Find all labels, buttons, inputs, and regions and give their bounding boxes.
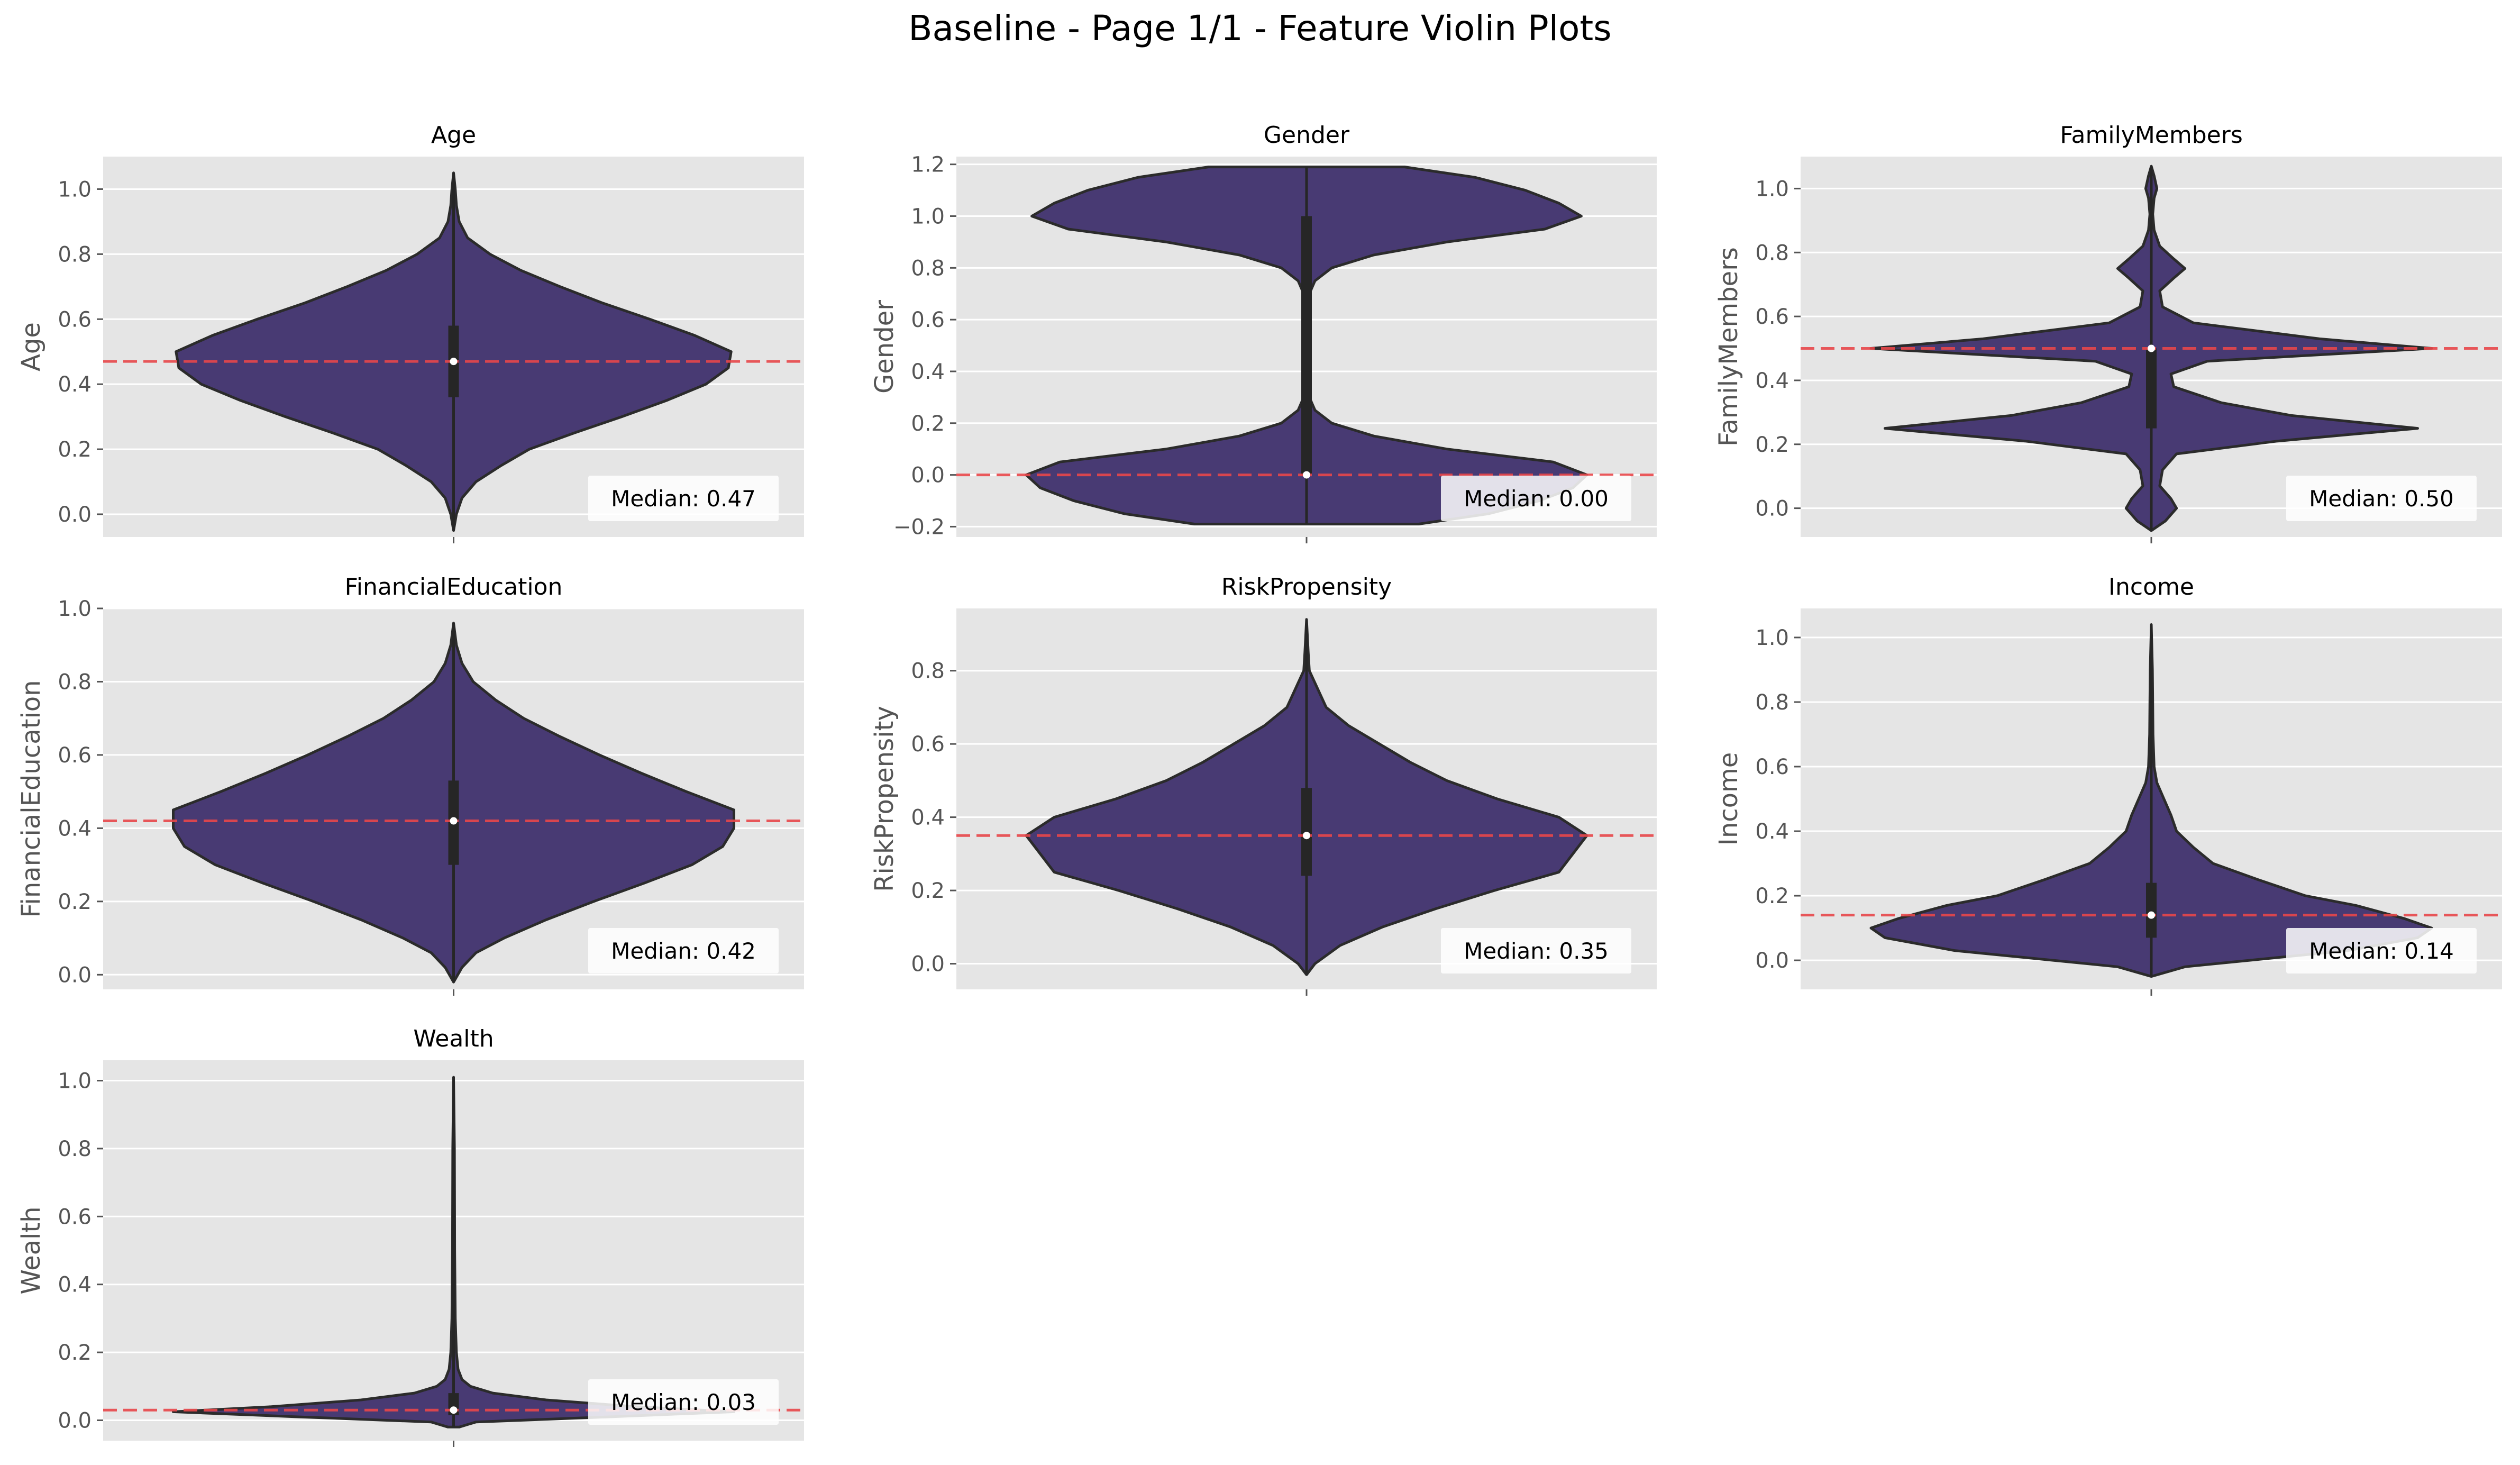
y-tick-label: 1.0 (58, 1069, 92, 1094)
panel-age: 0.0 0.2 0.4 0.6 0.8 1.0 Age Age Median: 0.47 (16, 122, 804, 543)
y-tick-label: 0.6 (1755, 305, 1789, 329)
median-dot (2148, 911, 2155, 919)
panel-title: FamilyMembers (2060, 122, 2243, 149)
panel-content (103, 171, 804, 532)
median-annotation-box (588, 476, 779, 521)
y-tick-label: 0.2 (58, 1341, 92, 1365)
y-tick-label: 0.2 (911, 412, 945, 436)
y-tick-label: 0.2 (1755, 433, 1789, 457)
median-annotation-box (588, 1379, 779, 1425)
median-annotation: Median: 0.42 (611, 938, 756, 964)
y-tick-label: 0.4 (58, 1273, 92, 1297)
y-tick-label: 1.0 (58, 177, 92, 202)
y-axis-label: FinancialEducation (16, 680, 46, 917)
panel-title: Wealth (413, 1025, 494, 1052)
panel-income: 0.0 0.2 0.4 0.6 0.8 1.0 Income Income Median: 0.… (1714, 574, 2502, 996)
y-tick-label: 0.2 (58, 890, 92, 914)
panel-gender: −0.2 0.0 0.2 0.4 0.6 0.8 1.0 1.2 Gender Gender Med… (870, 122, 1657, 543)
y-tick-label: 0.4 (911, 360, 945, 384)
panel-title: Age (431, 122, 476, 149)
y-tick-label: 0.6 (911, 732, 945, 757)
y-tick-label: 0.4 (1755, 369, 1789, 393)
y-tick-label: 1.0 (911, 204, 945, 229)
median-annotation-box (2286, 928, 2477, 973)
y-tick-label: 0.8 (58, 670, 92, 694)
median-annotation: Median: 0.03 (611, 1389, 756, 1415)
median-annotation: Median: 0.35 (1464, 938, 1609, 964)
figure-title: Baseline - Page 1/1 - Feature Violin Plo… (908, 8, 1611, 49)
y-tick-label: 0.2 (911, 879, 945, 903)
panels-group: 0.0 0.2 0.4 0.6 0.8 1.0 Age Age Median: 0.47 −0.2… (16, 122, 2502, 1447)
y-axis-label: Age (16, 322, 46, 371)
median-annotation-box (2286, 476, 2477, 521)
y-tick-label: 0.6 (58, 743, 92, 768)
panel-title: RiskPropensity (1221, 574, 1392, 600)
y-tick-label: 0.0 (58, 503, 92, 527)
y-tick-label: 0.8 (58, 1137, 92, 1161)
panel-title: FinancialEducation (345, 574, 563, 600)
y-tick-label: 0.0 (911, 952, 945, 977)
y-axis-label: RiskPropensity (870, 706, 899, 892)
y-tick-label: 0.6 (58, 307, 92, 332)
y-tick-label: 0.0 (1755, 497, 1789, 521)
y-axis-label: Income (1714, 752, 1743, 846)
y-tick-label: 1.2 (911, 153, 945, 177)
panel-riskpropensity: 0.0 0.2 0.4 0.6 0.8 RiskPropensity RiskPropens… (870, 574, 1657, 996)
median-annotation: Median: 0.47 (611, 486, 756, 512)
panel-title: Gender (1264, 122, 1350, 149)
panel-title: Income (2108, 574, 2194, 600)
y-tick-label: 0.4 (911, 806, 945, 830)
y-tick-label: 0.4 (58, 816, 92, 841)
panel-content (103, 622, 804, 984)
y-axis-label: Wealth (16, 1206, 46, 1294)
y-tick-label: 0.4 (1755, 820, 1789, 844)
y-tick-label: 1.0 (1755, 177, 1789, 201)
y-tick-label: 1.0 (1755, 626, 1789, 650)
y-tick-label: 0.6 (911, 308, 945, 332)
y-tick-label: 0.4 (58, 372, 92, 397)
panel-content (1801, 623, 2502, 978)
median-dot (2148, 344, 2155, 352)
y-tick-label: 0.8 (1755, 690, 1789, 715)
y-axis-label: FamilyMembers (1714, 247, 1743, 447)
median-annotation: Median: 0.50 (2309, 486, 2454, 512)
median-dot (1303, 471, 1310, 479)
panel-content (1801, 165, 2502, 532)
y-tick-label: −0.2 (893, 515, 945, 539)
y-tick-label: 0.0 (911, 463, 945, 488)
median-dot (450, 358, 458, 366)
y-tick-label: 0.6 (58, 1205, 92, 1229)
median-annotation-box (1441, 476, 1631, 521)
panel-wealth: 0.0 0.2 0.4 0.6 0.8 1.0 Wealth Wealth Median: 0.… (16, 1025, 804, 1447)
y-tick-label: 0.2 (58, 438, 92, 462)
y-tick-label: 0.6 (1755, 755, 1789, 779)
median-dot (450, 817, 458, 825)
y-tick-label: 0.0 (1755, 949, 1789, 973)
y-tick-label: 0.0 (58, 1408, 92, 1433)
median-annotation: Median: 0.14 (2309, 938, 2454, 964)
y-tick-label: 0.8 (58, 242, 92, 267)
y-tick-label: 0.0 (58, 963, 92, 987)
panel-content (956, 166, 1657, 525)
y-tick-label: 0.2 (1755, 884, 1789, 908)
median-dot (450, 1406, 458, 1414)
panel-familymembers: 0.0 0.2 0.4 0.6 0.8 1.0 FamilyMembers FamilyMem… (1714, 122, 2502, 543)
panel-financialeducation: 0.0 0.2 0.4 0.6 0.8 1.0 FinancialEducation Fina… (16, 574, 804, 996)
y-tick-label: 0.8 (1755, 241, 1789, 265)
median-annotation: Median: 0.00 (1464, 486, 1609, 512)
y-axis-label: Gender (870, 300, 899, 394)
median-annotation-box (1441, 928, 1631, 973)
panel-content (956, 618, 1657, 976)
y-tick-label: 0.8 (911, 256, 945, 280)
y-tick-label: 1.0 (58, 597, 92, 621)
median-annotation-box (588, 928, 779, 973)
y-tick-label: 0.8 (911, 659, 945, 684)
median-dot (1303, 832, 1310, 840)
